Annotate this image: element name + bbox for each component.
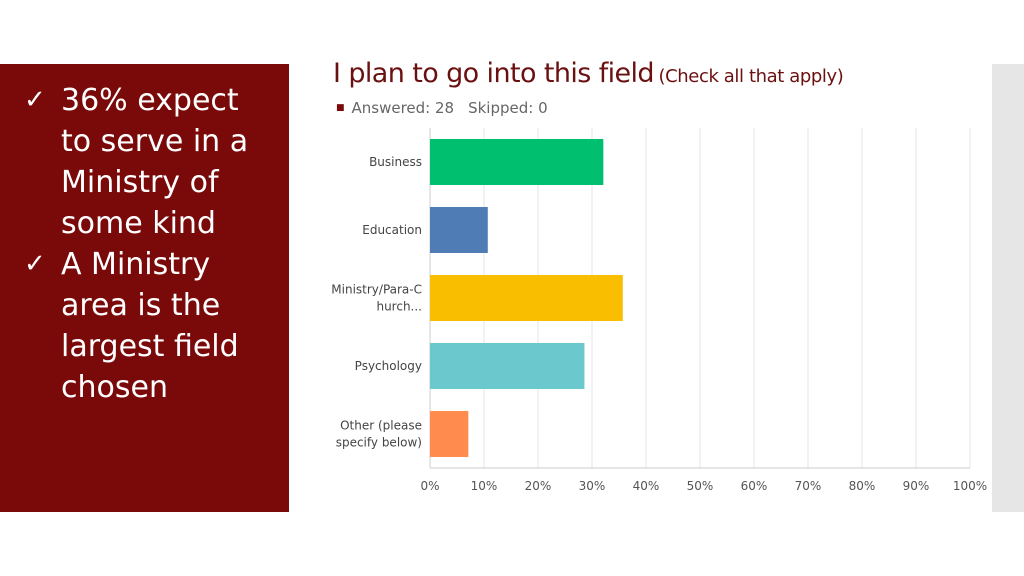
category-label: Psychology — [355, 359, 422, 373]
bar — [430, 139, 604, 185]
bar-chart: 0% 10% 20% 30% 40% 50% 60% 70% 80% 90% 100% Busines… — [331, 128, 987, 493]
summary-bullet-2: ✓ A Ministry area is the largest field c… — [24, 244, 274, 408]
bar — [430, 343, 585, 389]
category-label: hurch... — [376, 300, 422, 314]
checkmark-icon: ✓ — [24, 249, 46, 279]
chart-title-note: (Check all that apply) — [658, 66, 844, 87]
bullet-dot-icon: ■ — [336, 103, 345, 113]
x-tick-label: 40% — [633, 479, 660, 493]
x-tick-label: 20% — [525, 479, 552, 493]
x-tick-label: 80% — [849, 479, 876, 493]
x-tick-label: 90% — [903, 479, 930, 493]
x-tick-label: 70% — [795, 479, 822, 493]
response-stats: ■ Answered: 28 Skipped: 0 — [336, 99, 548, 117]
x-tick-label: 30% — [579, 479, 606, 493]
bar — [430, 207, 488, 253]
category-label: specify below) — [336, 436, 422, 450]
category-label: Education — [362, 223, 422, 237]
category-label: Business — [369, 155, 422, 169]
chart-title-main: I plan to go into this field — [333, 58, 655, 89]
x-tick-label: 100% — [953, 479, 987, 493]
category-label: Ministry/Para-C — [331, 283, 422, 297]
bar — [430, 275, 623, 321]
x-tick-label: 50% — [687, 479, 714, 493]
checkmark-icon: ✓ — [24, 85, 46, 115]
summary-text-1: 36% expect to serve in a Ministry of som… — [61, 83, 249, 241]
summary-bullet-1: ✓ 36% expect to serve in a Ministry of s… — [24, 80, 274, 244]
x-tick-label: 60% — [741, 479, 768, 493]
bar — [430, 411, 469, 457]
x-tick-label: 10% — [471, 479, 498, 493]
summary-text-2: A Ministry area is the largest field cho… — [61, 247, 239, 405]
category-label: Other (please — [340, 419, 422, 433]
summary-panel: ✓ 36% expect to serve in a Ministry of s… — [0, 64, 289, 512]
chart-title: I plan to go into this field (Check all … — [333, 58, 844, 89]
answered-count: Answered: 28 — [351, 99, 455, 117]
slide-edge-strip — [992, 64, 1024, 512]
skipped-count: Skipped: 0 — [468, 99, 548, 117]
x-tick-label: 0% — [420, 479, 439, 493]
